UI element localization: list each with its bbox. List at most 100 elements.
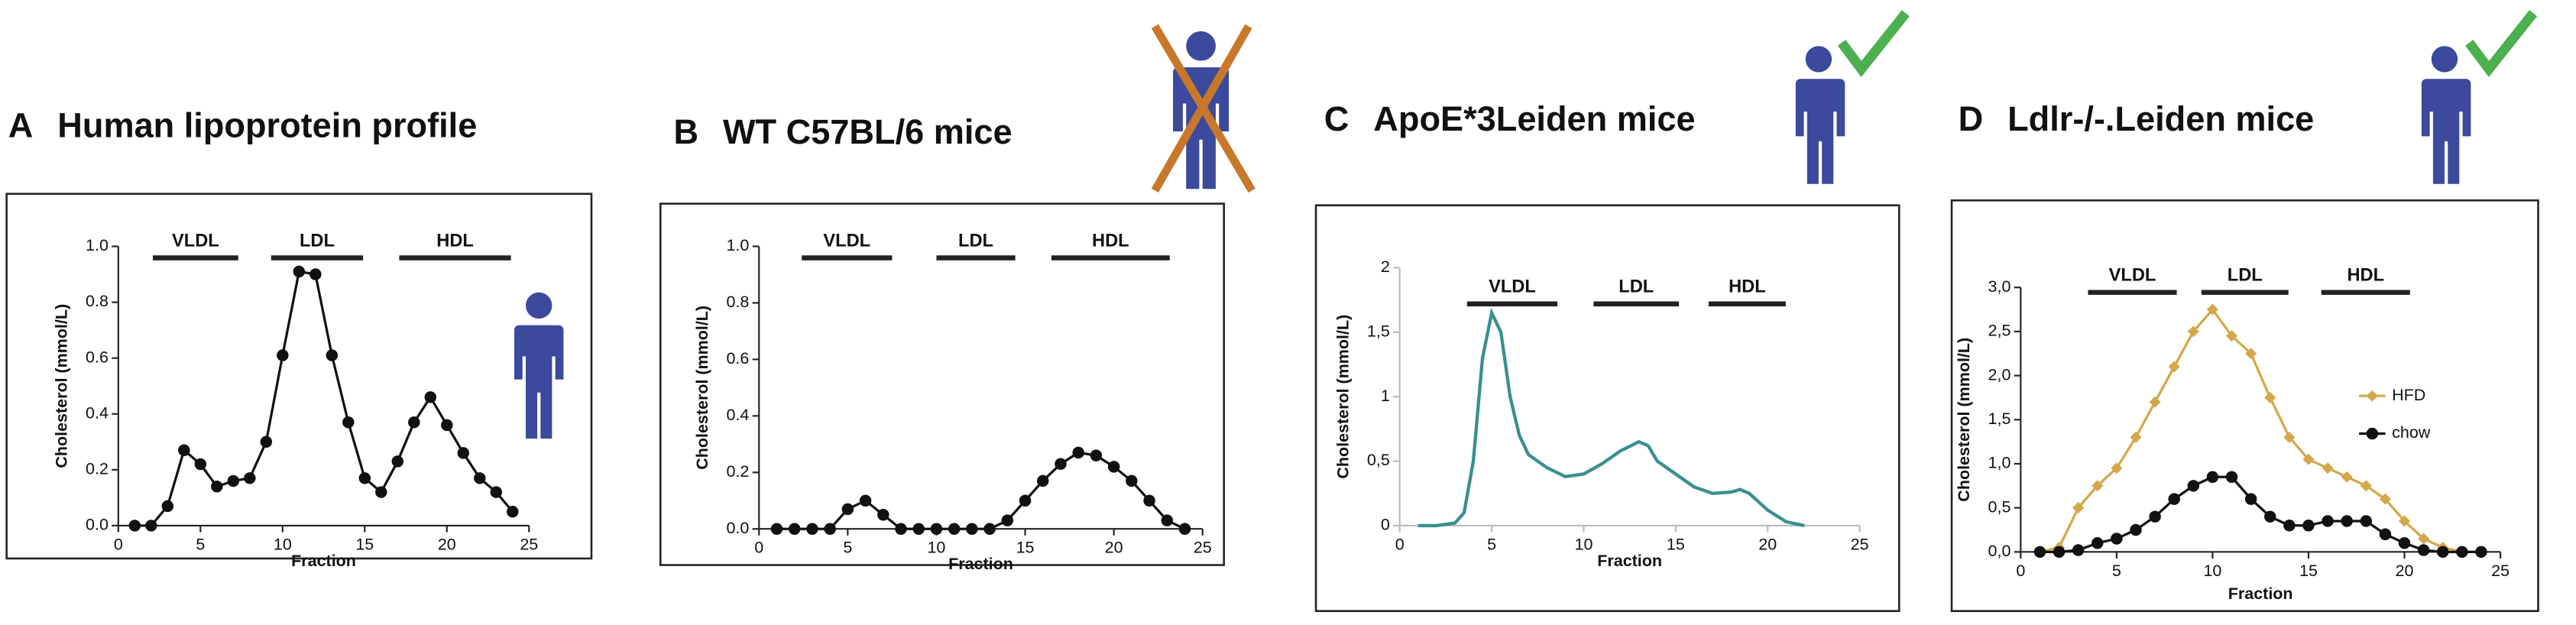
panel-title: WT C57BL/6 mice xyxy=(723,112,1013,151)
data-line xyxy=(1418,307,1805,528)
x-tick-label: 25 xyxy=(520,535,538,553)
data-point xyxy=(145,520,157,532)
data-point xyxy=(2322,515,2334,527)
data-point xyxy=(2322,462,2334,474)
data-point xyxy=(2225,471,2238,484)
data-point xyxy=(2092,537,2104,549)
data-point xyxy=(983,523,996,535)
data-point xyxy=(788,523,801,535)
legend-label: HFD xyxy=(2392,386,2425,404)
data-point xyxy=(358,472,371,484)
y-tick-label: 0,5 xyxy=(1988,497,2011,516)
x-tick-label: 20 xyxy=(438,535,456,553)
y-tick-label: 1,0 xyxy=(1988,454,2011,472)
data-point xyxy=(966,523,978,535)
data-point xyxy=(2398,537,2411,549)
data-line xyxy=(2040,307,2481,553)
data-point xyxy=(2456,546,2468,559)
data-point xyxy=(1037,474,1049,487)
data-point xyxy=(2130,431,2142,443)
panel-frame xyxy=(659,202,1225,566)
data-point xyxy=(227,474,240,487)
y-tick-label: 0.0 xyxy=(726,519,749,537)
x-axis-label: Fraction xyxy=(291,552,356,570)
y-tick-label: 0.4 xyxy=(726,406,749,424)
group-label: HDL xyxy=(1092,231,1129,251)
y-tick-label: 2 xyxy=(1381,257,1390,276)
y-tick-label: 0.6 xyxy=(86,348,109,366)
data-point xyxy=(2263,510,2276,523)
data-point xyxy=(1161,514,1174,526)
data-point xyxy=(2149,510,2161,523)
group-label: LDL xyxy=(958,231,993,251)
data-point xyxy=(2341,515,2353,527)
data-point xyxy=(2244,493,2257,505)
data-point xyxy=(211,481,223,493)
data-point xyxy=(824,523,836,535)
y-axis-label: Cholesterol (mmol/L) xyxy=(1955,338,1973,502)
data-point xyxy=(1126,474,1138,487)
y-axis-label: Cholesterol (mmol/L) xyxy=(52,304,70,468)
data-point xyxy=(2341,471,2353,483)
group-label: VLDL xyxy=(1489,277,1536,296)
person-icon xyxy=(1795,10,1910,184)
data-point xyxy=(770,523,783,535)
x-tick-label: 0 xyxy=(1395,535,1405,553)
data-point xyxy=(895,523,907,535)
y-tick-label: 0.0 xyxy=(86,516,109,534)
data-point xyxy=(2283,519,2296,532)
x-tick-label: 25 xyxy=(1194,539,1212,557)
data-point xyxy=(1001,514,1014,526)
x-tick-label: 15 xyxy=(1016,539,1035,557)
person-icon xyxy=(1151,24,1256,193)
y-tick-label: 1,5 xyxy=(1988,410,2011,428)
panel-title: ApoE*3Leiden mice xyxy=(1373,99,1695,138)
panel-frame xyxy=(1314,204,1900,613)
group-label: LDL xyxy=(300,231,335,251)
x-tick-label: 20 xyxy=(1105,539,1123,557)
data-point xyxy=(1019,494,1032,507)
data-point xyxy=(326,349,339,361)
y-tick-label: 0.8 xyxy=(726,293,749,311)
x-tick-label: 10 xyxy=(2203,562,2221,580)
data-point xyxy=(194,458,207,471)
y-tick-label: 0,0 xyxy=(1988,542,2011,560)
data-point xyxy=(2033,546,2046,559)
data-point xyxy=(877,509,889,521)
data-point xyxy=(128,520,141,532)
data-point xyxy=(1143,494,1155,507)
panel-label: D xyxy=(1959,99,1984,138)
data-point xyxy=(2206,303,2218,316)
panel-label: A xyxy=(8,106,34,145)
x-tick-label: 5 xyxy=(2112,562,2121,580)
panel-title: Human lipoprotein profile xyxy=(57,106,477,145)
x-tick-label: 10 xyxy=(274,535,292,553)
x-tick-label: 20 xyxy=(2396,562,2414,580)
data-point xyxy=(841,503,854,516)
data-point xyxy=(244,472,256,484)
data-point xyxy=(1107,461,1120,473)
x-axis-label: Fraction xyxy=(1597,552,1662,570)
data-point xyxy=(309,268,322,280)
data-point xyxy=(2168,361,2180,373)
data-point xyxy=(1178,523,1191,535)
group-label: HDL xyxy=(2347,265,2384,285)
data-point xyxy=(507,505,519,518)
y-axis-label: Cholesterol (mmol/L) xyxy=(1333,315,1352,479)
panel-title: Ldlr-/-.Leiden mice xyxy=(2007,99,2314,138)
data-point xyxy=(2053,546,2066,559)
x-tick-label: 15 xyxy=(355,535,374,553)
data-line xyxy=(776,451,1186,530)
data-point xyxy=(1090,449,1103,461)
panel-label: B xyxy=(673,112,698,151)
x-tick-label: 15 xyxy=(2299,562,2318,580)
data-point xyxy=(948,523,961,535)
data-point xyxy=(2436,546,2449,559)
y-tick-label: 0 xyxy=(1381,516,1390,534)
data-point xyxy=(2187,480,2200,492)
panel-frame xyxy=(1950,199,2539,613)
y-tick-label: 0.8 xyxy=(86,292,109,310)
data-point xyxy=(2111,462,2123,474)
y-axis-label: Cholesterol (mmol/L) xyxy=(693,306,711,470)
